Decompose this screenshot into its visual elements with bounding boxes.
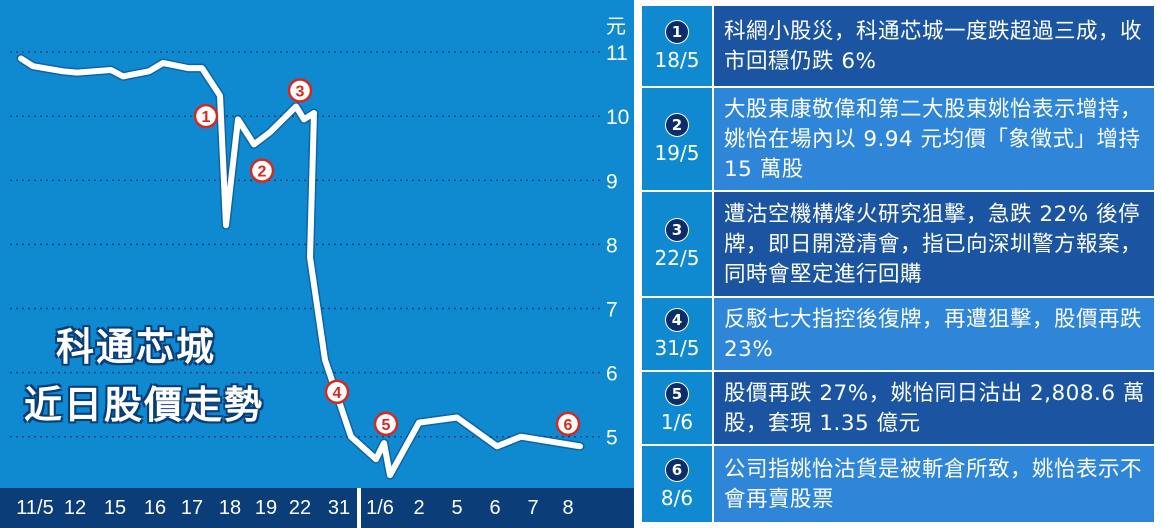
- event-date-cell: 4 31/5: [642, 298, 714, 370]
- event-row: 2 19/5 大股東康敬偉和第二大股東姚怡表示增持，姚怡在場內以 9.94 元均價「…: [642, 88, 1154, 190]
- event-marker: [324, 379, 350, 405]
- month-divider: [357, 488, 361, 528]
- y-tick-label: 6: [606, 363, 618, 386]
- event-date-cell: 5 1/6: [642, 372, 714, 444]
- event-description: 公司指姚怡沽貨是被斬倉所致，姚怡表示不會再賣股票: [714, 446, 1154, 522]
- y-tick-label: 7: [606, 298, 618, 321]
- y-tick-label: 11: [606, 42, 628, 65]
- x-tick-label: 1/6: [366, 497, 394, 519]
- x-tick-label: 5: [451, 497, 462, 519]
- y-axis-unit: 元: [606, 14, 626, 38]
- event-description: 大股東康敬偉和第二大股東姚怡表示增持，姚怡在場內以 9.94 元均價「象徵式」增…: [714, 88, 1154, 190]
- x-tick-label: 19: [255, 497, 277, 519]
- event-date: 8/6: [660, 486, 694, 510]
- event-description: 科網小股災，科通芯城一度跌超過三成，收市回穩仍跌 6%: [714, 6, 1154, 86]
- x-tick-label: 8: [562, 497, 573, 519]
- event-number-badge: 4: [665, 308, 689, 332]
- event-description: 股價再跌 27%，姚怡同日沽出 2,808.6 萬股，套現 1.35 億元: [714, 372, 1154, 444]
- event-marker-label: 6: [564, 417, 573, 434]
- event-marker-label: 3: [296, 84, 305, 101]
- event-marker: [373, 411, 399, 437]
- event-number-badge: 3: [665, 218, 689, 242]
- y-tick-label: 5: [606, 427, 618, 450]
- event-number-badge: 1: [665, 20, 689, 44]
- x-tick-label: 16: [144, 497, 166, 519]
- event-date: 19/5: [654, 141, 700, 165]
- y-tick-label: 9: [606, 170, 618, 193]
- event-marker: [193, 103, 219, 129]
- event-description: 遭沽空機構烽火研究狙擊，急跌 22% 後停牌，即日開澄清會，指已向深圳警方報案，…: [714, 192, 1154, 296]
- x-tick-label: 7: [527, 497, 538, 519]
- x-tick-label: 22: [289, 497, 311, 519]
- event-date: 18/5: [654, 48, 700, 72]
- event-marker-label: 1: [202, 109, 211, 126]
- event-number-badge: 2: [665, 113, 689, 137]
- chart-title-line1: 科通芯城: [56, 325, 217, 369]
- event-description: 反駁七大指控後復牌，再遭狙擊，股價再跌 23%: [714, 298, 1154, 370]
- event-date-cell: 1 18/5: [642, 6, 714, 86]
- y-tick-label: 10: [606, 106, 629, 129]
- x-tick-label: 11/5: [16, 497, 53, 519]
- x-tick-label: 18: [219, 497, 241, 519]
- event-marker-label: 4: [333, 385, 342, 402]
- event-date-cell: 3 22/5: [642, 192, 714, 296]
- event-date: 1/6: [660, 410, 694, 434]
- event-number-badge: 6: [665, 458, 689, 482]
- x-tick-label: 2: [413, 497, 424, 519]
- event-timeline-table: 1 18/5 科網小股災，科通芯城一度跌超過三成，收市回穩仍跌 6% 2 19/5 大股東…: [642, 6, 1154, 522]
- event-date: 22/5: [654, 246, 700, 270]
- event-marker-label: 2: [258, 164, 267, 181]
- x-tick-label: 12: [64, 497, 86, 519]
- event-row: 3 22/5 遭沽空機構烽火研究狙擊，急跌 22% 後停牌，即日開澄清會，指已向深圳…: [642, 192, 1154, 296]
- x-tick-label: 17: [181, 497, 203, 519]
- event-date-cell: 2 19/5: [642, 88, 714, 190]
- price-line: [18, 55, 583, 479]
- event-number-badge: 5: [665, 382, 689, 406]
- event-row: 6 8/6 公司指姚怡沽貨是被斬倉所致，姚怡表示不會再賣股票: [642, 446, 1154, 522]
- x-tick-label: 15: [104, 497, 126, 519]
- event-marker: [249, 158, 275, 183]
- event-row: 4 31/5 反駁七大指控後復牌，再遭狙擊，股價再跌 23%: [642, 298, 1154, 370]
- event-marker: [555, 411, 581, 437]
- y-tick-label: 8: [606, 234, 618, 257]
- x-tick-label: 31: [328, 497, 350, 519]
- x-axis-bar: [0, 488, 634, 528]
- event-row: 5 1/6 股價再跌 27%，姚怡同日沽出 2,808.6 萬股，套現 1.35 億…: [642, 372, 1154, 444]
- stock-chart-panel: 5 6 7 8 9 10 11 元 11/5 12 15 16 17 18 19 22 31 1/6 2 5 6 7 8 1 2…: [0, 0, 634, 528]
- event-marker-label: 5: [382, 417, 391, 434]
- chart-title-line2: 近日股價走勢: [24, 383, 265, 427]
- x-tick-label: 6: [489, 497, 500, 519]
- event-marker: [287, 78, 313, 103]
- event-date: 31/5: [654, 336, 700, 360]
- event-row: 1 18/5 科網小股災，科通芯城一度跌超過三成，收市回穩仍跌 6%: [642, 6, 1154, 86]
- event-date-cell: 6 8/6: [642, 446, 714, 522]
